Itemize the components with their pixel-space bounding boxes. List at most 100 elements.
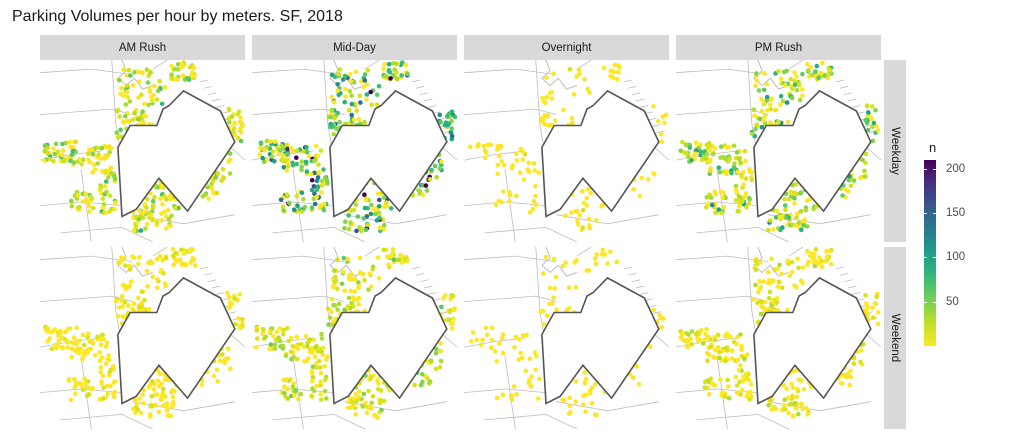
meter-dot xyxy=(499,159,504,164)
meter-dot xyxy=(150,217,155,223)
meter-dot xyxy=(154,97,160,102)
meter-dot xyxy=(285,164,291,169)
meter-dot xyxy=(553,118,558,123)
meter-dot xyxy=(333,278,339,284)
meter-dot xyxy=(742,194,747,200)
meter-dot xyxy=(112,206,117,212)
meter-dot xyxy=(792,78,797,84)
meter-dot xyxy=(337,119,342,125)
meter-dot xyxy=(293,387,299,393)
meter-dot xyxy=(159,381,164,387)
meter-dot xyxy=(778,76,784,81)
meter-dot xyxy=(705,335,710,340)
pier-line xyxy=(844,92,853,95)
pier-line xyxy=(852,105,861,108)
meter-dot xyxy=(482,155,488,161)
meter-dot xyxy=(720,195,725,201)
meter-dot xyxy=(109,171,114,176)
meter-dot xyxy=(152,194,157,200)
meter-dot xyxy=(314,187,319,193)
meter-dot xyxy=(743,158,748,164)
meter-dot xyxy=(325,180,330,186)
meter-dot xyxy=(77,381,83,386)
meter-dot xyxy=(170,399,176,405)
meter-dot xyxy=(825,75,831,81)
meter-dot xyxy=(315,349,321,354)
meter-dot xyxy=(756,88,762,93)
meter-dot xyxy=(679,333,685,338)
meter-dot xyxy=(378,398,384,403)
meter-dot xyxy=(309,187,315,193)
meter-dot xyxy=(351,396,357,401)
meter-dot xyxy=(377,197,382,203)
meter-dot xyxy=(47,156,52,162)
map-svg xyxy=(464,247,669,429)
meter-dot xyxy=(301,344,307,350)
meter-dot xyxy=(719,392,724,398)
meter-dot xyxy=(326,322,331,327)
meter-dot xyxy=(776,279,782,285)
meter-dot xyxy=(736,194,742,199)
meter-dot xyxy=(366,287,371,292)
meter-dot xyxy=(706,352,712,357)
meter-dot xyxy=(99,336,104,342)
meter-dot xyxy=(753,126,758,132)
meter-dot xyxy=(564,308,570,313)
meter-dot xyxy=(736,203,742,209)
meter-dot xyxy=(612,62,618,68)
meter-dot xyxy=(544,75,549,80)
pier-line xyxy=(844,279,853,282)
meter-dot xyxy=(583,376,589,382)
meter-dot xyxy=(119,85,124,91)
meter-dot xyxy=(294,161,300,167)
meter-dot xyxy=(764,81,770,87)
meter-dot xyxy=(136,216,142,222)
meter-dot xyxy=(225,290,230,296)
meter-dot xyxy=(451,316,456,321)
meter-dot xyxy=(138,410,144,416)
meter-dot xyxy=(82,376,87,381)
coastline xyxy=(541,60,577,90)
meter-dot xyxy=(764,94,770,100)
meter-dot xyxy=(280,343,286,348)
meter-dot xyxy=(64,340,70,345)
meter-dot xyxy=(798,191,803,196)
street-line xyxy=(252,337,314,348)
meter-dot xyxy=(312,354,318,360)
meter-dot xyxy=(349,101,355,107)
meter-dot xyxy=(155,378,161,383)
meter-dot xyxy=(866,110,871,115)
meter-dot xyxy=(132,110,137,116)
meter-dot xyxy=(45,329,51,335)
meter-dot xyxy=(95,334,100,340)
meter-dot xyxy=(105,356,111,362)
meter-dot xyxy=(302,204,308,210)
meter-dot xyxy=(278,197,284,203)
pier-line xyxy=(203,85,213,89)
facet-strip-overnight: Overnight xyxy=(464,35,669,60)
pier-line xyxy=(636,98,645,102)
meter-dot xyxy=(139,92,144,97)
meter-dot xyxy=(794,215,799,220)
meter-dot xyxy=(314,143,319,149)
street-line xyxy=(272,226,365,242)
meter-dot xyxy=(185,76,191,81)
street-line xyxy=(464,201,547,206)
meter-dot xyxy=(689,158,694,163)
street-line xyxy=(464,108,557,115)
meter-dot xyxy=(698,327,704,333)
pier-line xyxy=(648,117,657,121)
meter-dot xyxy=(52,151,57,157)
meter-dot xyxy=(437,166,442,171)
meter-dot xyxy=(601,65,607,71)
meter-dot xyxy=(569,116,575,121)
meter-dot xyxy=(739,388,745,393)
meter-dot xyxy=(136,79,142,85)
meter-dot xyxy=(159,101,165,107)
meter-dot xyxy=(312,191,317,196)
meter-dot xyxy=(764,108,770,113)
meter-dot xyxy=(875,310,881,315)
meter-dot xyxy=(296,396,301,402)
meter-dot xyxy=(651,307,657,313)
meter-dot xyxy=(131,228,137,233)
